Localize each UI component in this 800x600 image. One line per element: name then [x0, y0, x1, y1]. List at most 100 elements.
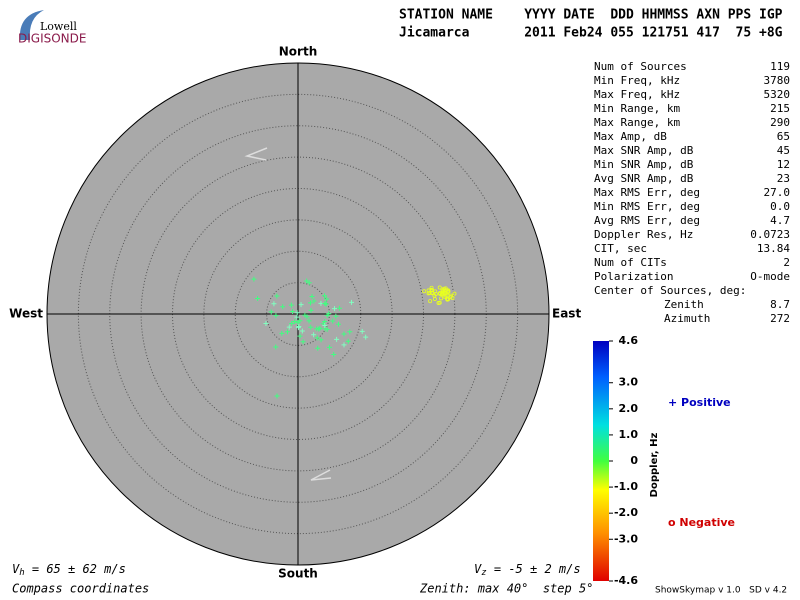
- compass-east: East: [552, 307, 581, 321]
- colorbar-tick-label: 4.6: [619, 334, 639, 347]
- stat-value: 12: [777, 158, 790, 171]
- stat-label: Doppler Res, Hz: [594, 228, 693, 241]
- source-positive: [324, 312, 330, 318]
- stat-value: 0.0723: [750, 228, 790, 241]
- source-positive: [331, 352, 337, 358]
- stat-label: Min Range, km: [594, 102, 680, 115]
- colorbar-title: Doppler, Hz: [649, 433, 660, 498]
- source-positive: [302, 312, 308, 318]
- source-positive: [273, 344, 279, 350]
- source-positive: [324, 296, 330, 302]
- source-positive: [345, 338, 351, 344]
- source-positive: [308, 324, 314, 330]
- logo-swoosh: [19, 10, 44, 40]
- stat-value: 27.0: [764, 186, 791, 199]
- sources: [251, 276, 457, 399]
- stat-label: Max Amp, dB: [594, 130, 667, 143]
- stat-value: 215: [770, 102, 790, 115]
- stat-value: 4.7: [770, 214, 790, 227]
- source-positive: [347, 329, 353, 335]
- compass-west: West: [9, 307, 43, 321]
- drift-arrow: [244, 147, 268, 161]
- colorbar-tick-label: 3.0: [619, 376, 639, 389]
- source-negative: [428, 299, 433, 304]
- colorbar-tick-label: -3.0: [614, 532, 638, 545]
- compass-north: North: [279, 45, 317, 59]
- stat-value: 13.84: [757, 242, 790, 255]
- source-positive: [324, 326, 330, 332]
- source-positive: [311, 332, 317, 338]
- stat-label: Max SNR Amp, dB: [594, 144, 694, 157]
- source-negative: [437, 285, 442, 290]
- source-positive: [318, 337, 324, 343]
- source-positive: [306, 318, 312, 324]
- source-positive: [308, 307, 314, 313]
- source-positive: [349, 299, 355, 305]
- source-positive: [334, 336, 340, 342]
- source-positive: [315, 345, 321, 351]
- source-negative: [439, 296, 444, 301]
- source-positive: [335, 321, 341, 327]
- source-negative: [426, 291, 431, 296]
- logo-bottom: DIGISONDE: [18, 32, 86, 46]
- version: ShowSkymap v 1.0 SD v 4.2: [655, 586, 787, 596]
- stat-label: Max Freq, kHz: [594, 88, 680, 101]
- stat-label: Min Freq, kHz: [594, 74, 680, 87]
- stat-label: Min SNR Amp, dB: [594, 158, 694, 171]
- source-positive: [295, 325, 301, 331]
- source-negative: [452, 291, 457, 296]
- logo-top: Lowell: [40, 20, 77, 33]
- stat-value: 45: [777, 144, 790, 157]
- vz: Vz = -5 ± 2 m/s: [474, 562, 581, 578]
- stat-value: 2: [783, 256, 790, 269]
- source-negative: [446, 297, 451, 302]
- stat-value: 0.0: [770, 200, 790, 213]
- source-positive: [255, 295, 261, 301]
- source-positive: [327, 344, 333, 350]
- zenith-note: Zenith: max 40° step 5°: [419, 582, 593, 596]
- source-negative: [448, 293, 453, 298]
- stat-label: Max RMS Err, deg: [594, 186, 700, 199]
- source-positive: [341, 331, 347, 337]
- stat-label: Polarization: [594, 270, 673, 283]
- stat-label: Max Range, km: [594, 116, 680, 129]
- source-positive: [274, 293, 280, 299]
- header-labels: STATION NAME YYYY DATE DDD HHMMSS AXN PP…: [399, 8, 783, 23]
- source-positive: [273, 313, 279, 319]
- source-positive: [279, 330, 285, 336]
- source-positive: [298, 302, 304, 308]
- source-negative: [432, 297, 437, 302]
- source-positive: [336, 305, 342, 311]
- stat-label: Avg RMS Err, deg: [594, 214, 700, 227]
- source-positive: [294, 310, 300, 316]
- source-positive: [322, 300, 328, 306]
- stat-label: Num of CITs: [594, 256, 667, 269]
- center-label: Zenith: [664, 298, 704, 311]
- stat-value: 65: [777, 130, 790, 143]
- source-positive: [286, 324, 292, 330]
- center-value: 8.7: [770, 298, 790, 311]
- source-positive: [299, 328, 305, 334]
- stat-value: 5320: [764, 88, 791, 101]
- stat-value: 23: [777, 172, 790, 185]
- source-negative: [422, 289, 427, 294]
- source-positive: [292, 319, 298, 325]
- source-positive: [290, 308, 296, 314]
- source-positive: [314, 326, 320, 332]
- stat-label: Num of Sources: [594, 60, 687, 73]
- center-title: Center of Sources, deg:: [594, 284, 746, 297]
- source-positive: [297, 318, 303, 324]
- source-positive: [332, 306, 338, 312]
- colorbar-ticks: 4.6 3.0 2.0 1.0 0 -1.0 -2.0 -3.0 -4.6: [609, 334, 638, 587]
- source-positive: [314, 335, 320, 341]
- source-positive: [300, 339, 306, 345]
- stat-value: 3780: [764, 74, 791, 87]
- legend-positive: + Positive: [668, 396, 731, 409]
- stat-value: 119: [770, 60, 790, 73]
- source-negative: [442, 286, 447, 291]
- colorbar-tick-label: 1.0: [619, 428, 639, 441]
- drift-arrow: [310, 469, 332, 481]
- stat-value: O-mode: [750, 270, 790, 283]
- colorbar-tick-label: 0: [630, 454, 638, 467]
- colorbar-tick-label: -1.0: [614, 480, 638, 493]
